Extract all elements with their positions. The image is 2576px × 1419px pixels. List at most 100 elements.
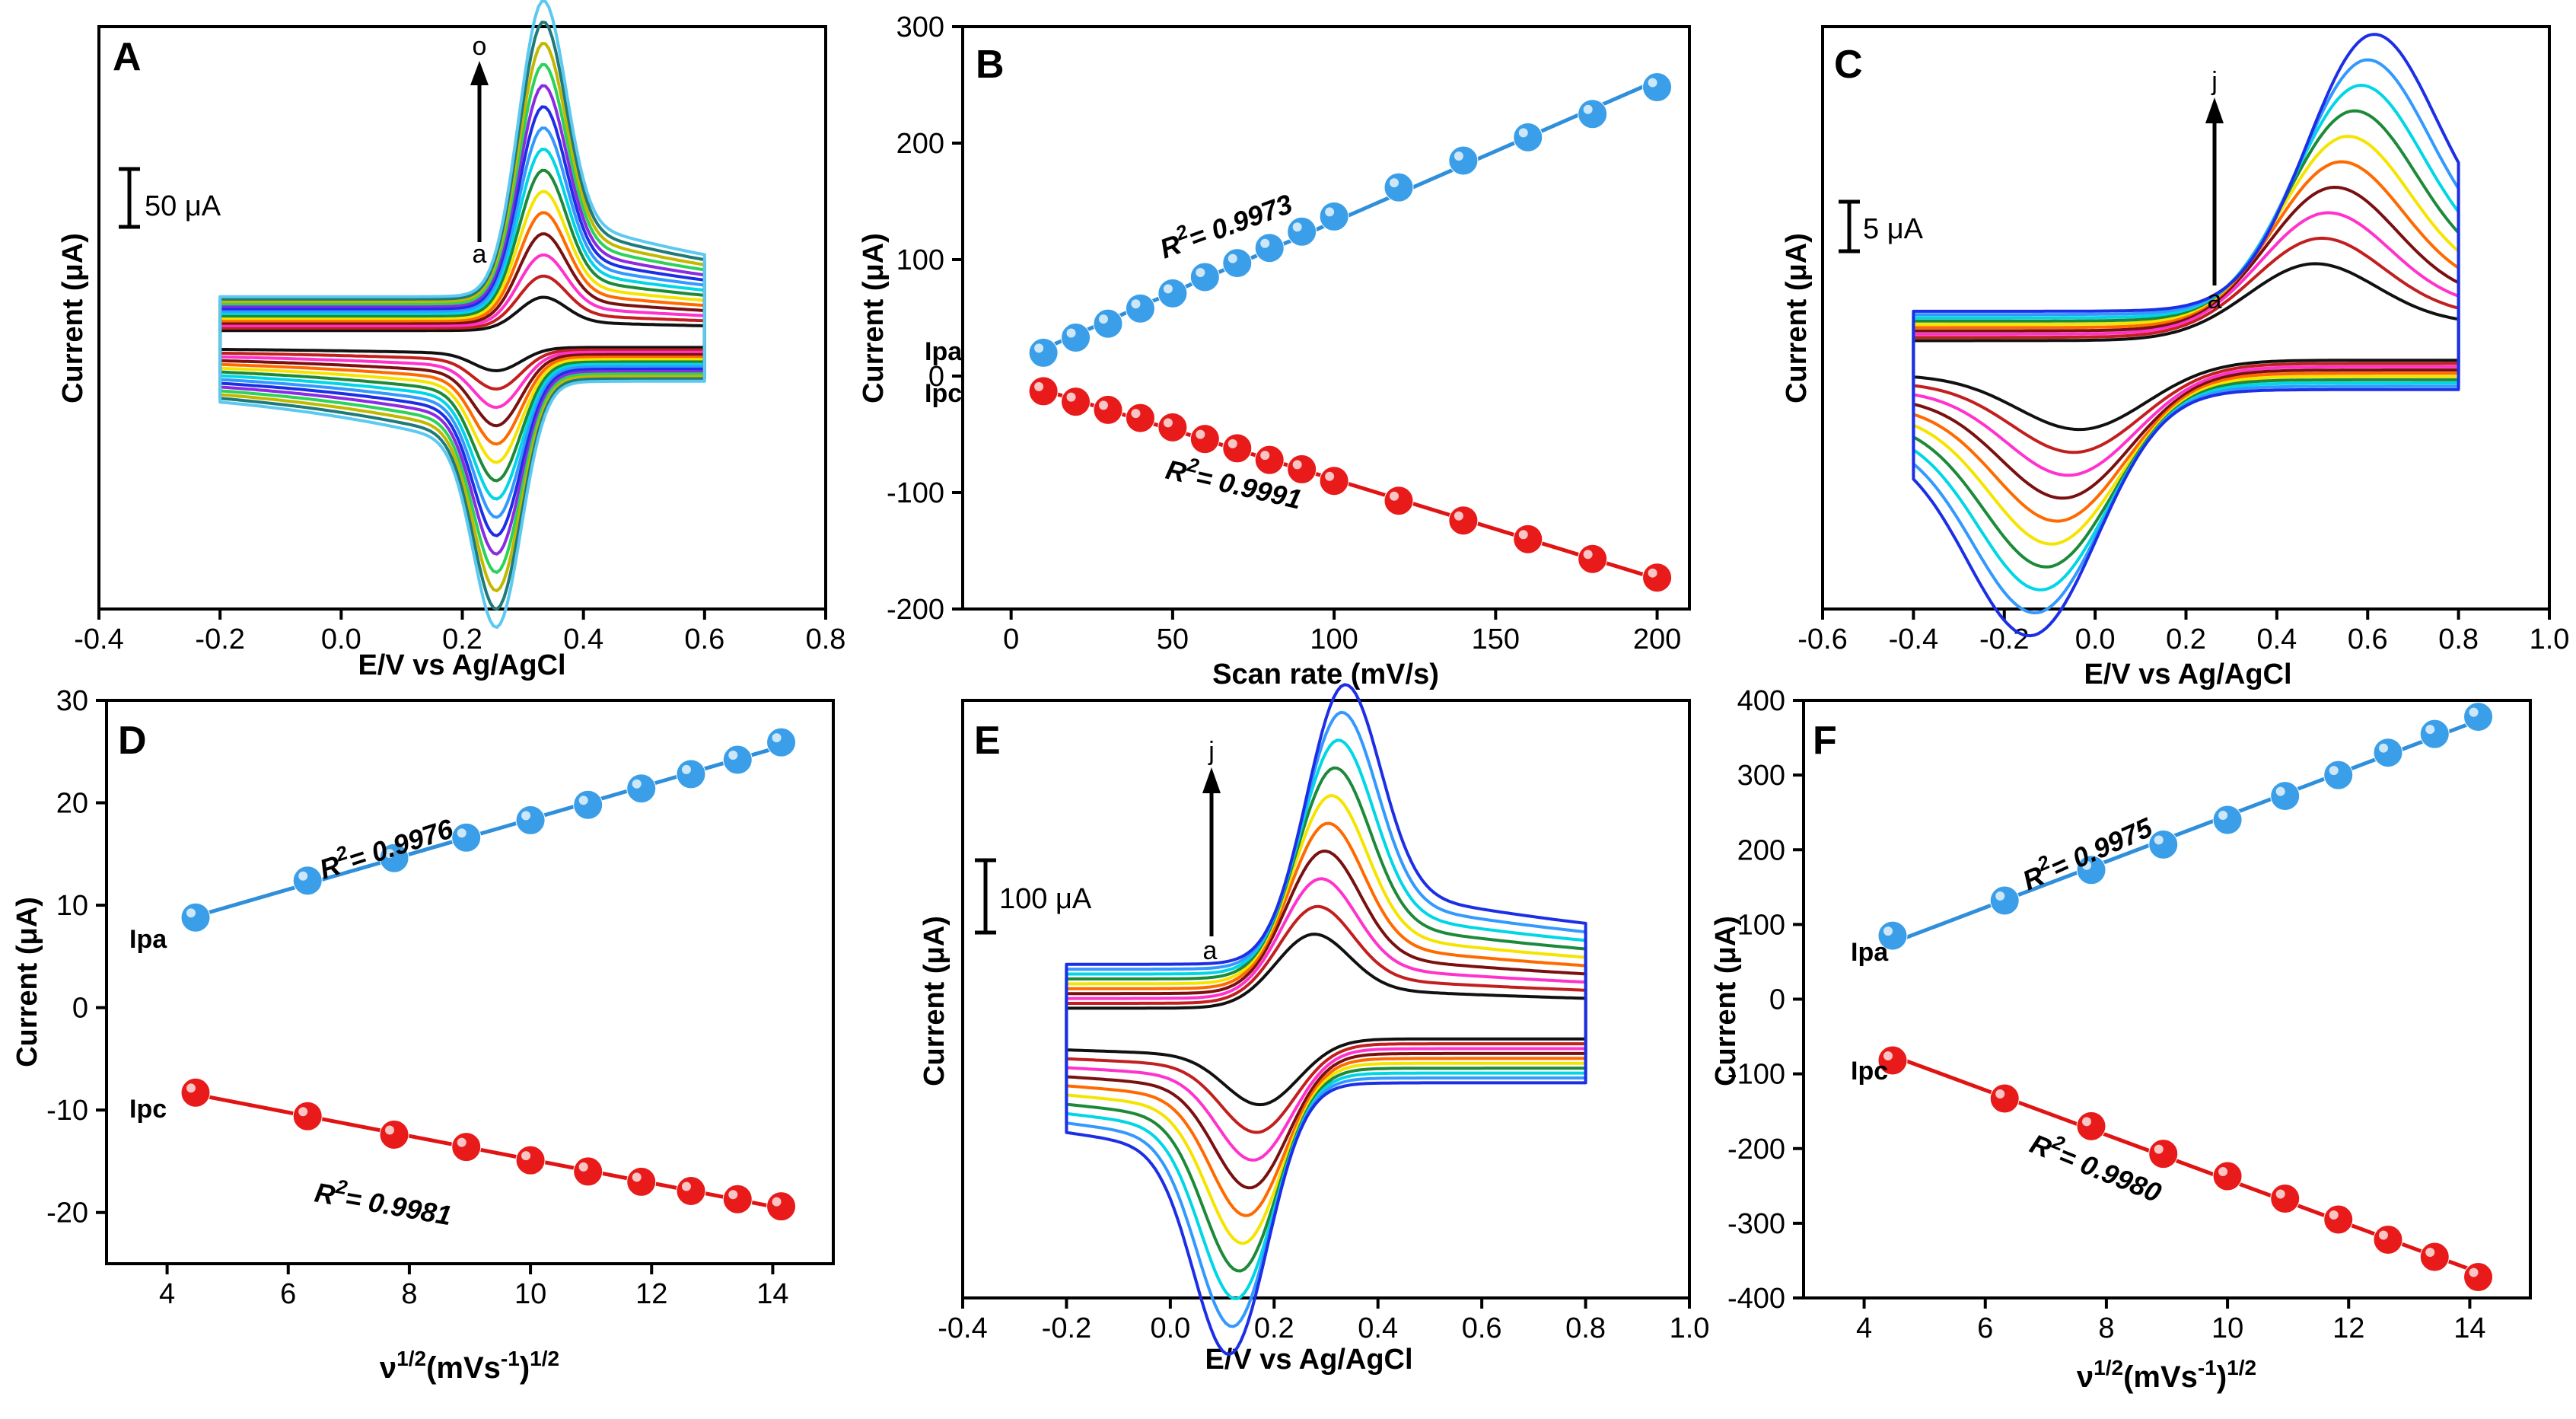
panel-F-ipa-r2-value: 0.9975	[2068, 812, 2157, 875]
panel-D-letter: D	[118, 719, 147, 763]
panel-C-cv-curve	[1912, 236, 2460, 454]
panel-C-cv-curve	[1912, 186, 2460, 500]
panel-B-ipc-point-highlight	[1583, 550, 1593, 560]
panel-C-xtick-label: 0.8	[2438, 623, 2479, 655]
panel-F-ipc-point	[1989, 1083, 2020, 1114]
panel-A-xtick-label: -0.4	[74, 623, 123, 655]
panel-A-xticks: -0.4 -0.2 0.0 0.2 0.4 0.6 0.8	[74, 609, 845, 655]
panel-D-ipa-point-highlight	[521, 811, 531, 821]
panel-B-xlabel: Scan rate (mV/s)	[1212, 658, 1439, 690]
panel-E: E Current (μA) E/V vs Ag/AgCl -0.4 -0.2 0.…	[919, 683, 1709, 1376]
panel-E-arrowhead	[1202, 767, 1221, 793]
panel-F-ipa-point-highlight	[2082, 860, 2092, 870]
panel-B-letter: B	[976, 43, 1005, 87]
panel-B-ipc-point	[1319, 466, 1349, 496]
panel-F-ipa-point	[2419, 719, 2450, 749]
panel-B-ipa-point	[1254, 233, 1285, 263]
panel-B-frame	[961, 25, 1691, 611]
panel-D-ipa-point-highlight	[385, 849, 395, 859]
panel-F-ipa-point-highlight	[2329, 766, 2339, 776]
panel-D-ipa-point	[766, 727, 797, 757]
panel-D-ipc-point	[766, 1191, 797, 1222]
panel-D-ipa-point-highlight	[681, 764, 691, 774]
panel-F-ipc-point-highlight	[2154, 1144, 2164, 1154]
panel-C-arrow-to: j	[2211, 67, 2218, 96]
panel-B-ytick-label: -200	[887, 594, 944, 626]
panel-B-ipa-point	[1028, 337, 1059, 368]
panel-B-ipc-point	[1189, 424, 1220, 454]
panel-E-xticks: -0.4 -0.2 0.0 0.2 0.4 0.6 0.8 1.0	[938, 1298, 1709, 1344]
panel-B-ipc-label: Ipc	[925, 379, 962, 408]
panel-B-ipc-point-highlight	[1260, 451, 1270, 461]
panel-F-xtick-label: 6	[1977, 1312, 1993, 1344]
panel-E-xlabel: E/V vs Ag/AgCl	[1205, 1344, 1412, 1376]
panel-C: C Current (μA) E/V vs Ag/AgCl -0.6 -0.4 -0…	[1781, 25, 2569, 690]
panel-A-xtick-label: -0.2	[195, 623, 244, 655]
panel-F-ipc-point-highlight	[2218, 1167, 2228, 1177]
panel-B-ipa-point-highlight	[1099, 314, 1108, 324]
panel-B-ipc-point-highlight	[1648, 568, 1657, 578]
panel-B-ipc-point	[1061, 387, 1091, 417]
panel-D-ipc-point	[515, 1145, 546, 1175]
panel-E-arrow-from: a	[1203, 936, 1218, 965]
panel-D-ipc-point-highlight	[521, 1151, 531, 1161]
panel-B-ipa-point-highlight	[1390, 178, 1399, 188]
panel-F-frame	[1802, 699, 2532, 1299]
panel-F-ipa-point	[2323, 760, 2354, 790]
panel-D-ipc-point	[451, 1132, 482, 1162]
panel-B-ipa-point	[1513, 122, 1543, 152]
panel-C-xtick-label: -0.4	[1889, 623, 1938, 655]
panel-B-ipc-point-highlight	[1292, 460, 1302, 470]
panel-E-cv-curve	[1065, 794, 1587, 1245]
panel-B-ipc-point-highlight	[1034, 381, 1044, 391]
panel-B-ipa-point	[1093, 308, 1123, 339]
panel-F-ipc-point	[2419, 1242, 2450, 1272]
panel-F-xlabel: ν1/2(mVs-1)1/2	[2077, 1356, 2256, 1394]
panel-D-ipa-point-highlight	[186, 908, 196, 918]
panel-B-ipc-r2-symbol: R	[1163, 454, 1189, 489]
panel-B-ipc-point-highlight	[1196, 429, 1205, 439]
panel-B-ytick-label: 200	[896, 128, 944, 160]
panel-B-ytick-label: 0	[928, 361, 944, 393]
panel-F-ytick-label: 400	[1737, 685, 1785, 717]
panel-B-ipa-point-highlight	[1518, 128, 1528, 138]
panel-B-ticks: 0 50 100 150 200 -200 -100 0 100 200 300	[887, 11, 1681, 655]
panel-F-xtick-label: 10	[2211, 1312, 2243, 1344]
panel-B-ipa-point	[1189, 262, 1220, 292]
panel-C-xtick-label: 0.6	[2348, 623, 2388, 655]
panel-F-ipa-point-highlight	[1883, 926, 1893, 936]
panel-D-ipc-point-highlight	[385, 1125, 395, 1135]
panel-C-xlabel: E/V vs Ag/AgCl	[2084, 658, 2291, 690]
panel-F-ipc-point	[2323, 1204, 2354, 1235]
panel-B: B Current (μA) Scan rate (mV/s) 0 50 100 15…	[858, 11, 1691, 690]
panel-B-ipa-point-highlight	[1583, 104, 1593, 114]
panel-D-ipc-point-highlight	[681, 1181, 691, 1191]
panel-F-ipa-point	[1989, 885, 2020, 916]
panel-D-ytick-label: 30	[56, 685, 88, 717]
panel-B-ipc-point-highlight	[1228, 438, 1237, 448]
panel-F-xtick-label: 4	[1856, 1312, 1872, 1344]
panel-D-ipc-point-highlight	[578, 1162, 588, 1172]
panel-C-xticks: -0.6 -0.4 -0.2 0.0 0.2 0.4 0.6 0.8 1.0	[1797, 609, 2569, 655]
panel-D-ylabel: Current (μA)	[11, 897, 43, 1067]
panel-C-cv-curve	[1912, 33, 2460, 638]
panel-B-ipc-point-highlight	[1066, 392, 1076, 402]
panel-D-ipc-point	[292, 1101, 323, 1131]
panel-B-ipa-point-highlight	[1454, 151, 1463, 161]
panel-F-ipa-point-highlight	[2469, 707, 2479, 717]
panel-A-xtick-label: 0.2	[442, 623, 482, 655]
panel-B-ipc-point-highlight	[1131, 409, 1141, 419]
panel-F-ytick-label: 0	[1769, 984, 1785, 1016]
panel-B-ipc-point-highlight	[1099, 400, 1108, 410]
panel-D-ipa-point	[180, 902, 211, 933]
panel-F-ipc-point-highlight	[1995, 1089, 2005, 1099]
panel-B-ipc-point-highlight	[1454, 511, 1463, 521]
panel-D-ytick-label: 10	[56, 890, 88, 922]
panel-D-ipc-point-highlight	[186, 1083, 196, 1093]
panel-A-xtick-label: 0.0	[321, 623, 361, 655]
panel-D-ipa-label: Ipa	[129, 925, 167, 954]
panel-D-ytick-label: -20	[46, 1197, 88, 1229]
panel-F-ytick-label: -300	[1727, 1208, 1785, 1240]
panel-D-ytick-label: -10	[46, 1095, 88, 1127]
panel-F-ipa-point-highlight	[2425, 725, 2435, 735]
